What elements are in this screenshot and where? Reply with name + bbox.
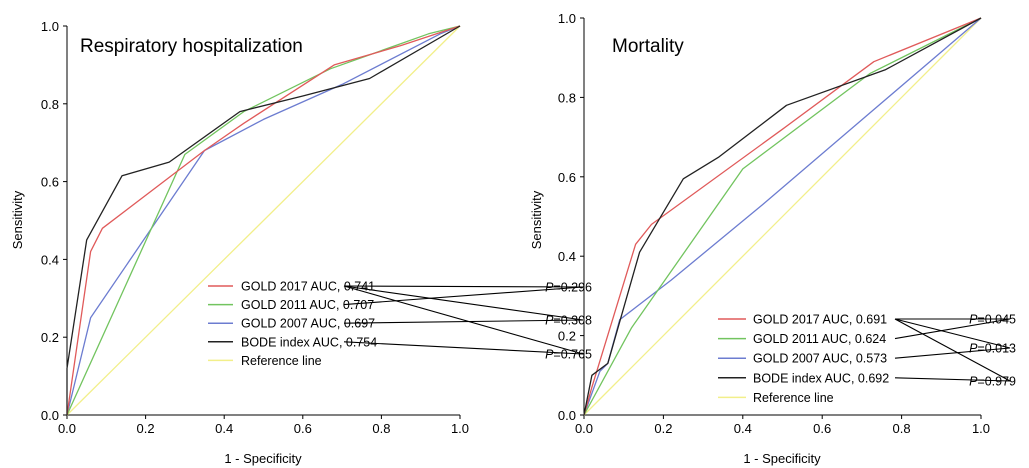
chart1-series-line-2 [66, 25, 461, 416]
chart1-x-axis-title: 1 - Specificity [224, 451, 302, 466]
chart2-series-line-5 [583, 17, 982, 416]
chart2-title: Mortality [612, 36, 684, 57]
chart2-y-tick-label: 0.4 [558, 249, 576, 264]
chart2-legend-label: GOLD 2007 AUC, 0.573 [753, 352, 887, 366]
chart1-p-connector [343, 285, 584, 288]
chart2-x-axis-title: 1 - Specificity [743, 451, 821, 466]
chart2-y-tick-label: 0.8 [558, 90, 576, 105]
chart1-p-connector [343, 319, 584, 324]
chart2-p-value-label: P=0.045 [969, 313, 1016, 327]
chart1-y-tick-label: 0.2 [41, 330, 59, 345]
chart1-x-tick-label: 0.6 [294, 421, 312, 436]
chart1-series-line-5 [66, 25, 461, 416]
chart1-p-value-label: P=0.296 [545, 281, 592, 295]
chart2-y-tick-label: 1.0 [558, 11, 576, 26]
chart2-p-connector [894, 318, 1011, 349]
chart2-x-tick-label: 0.6 [813, 421, 831, 436]
chart2-legend-label: BODE index AUC, 0.692 [753, 371, 889, 385]
chart1-y-tick-label: 0.6 [41, 175, 59, 190]
chart1-p-connector [343, 286, 584, 306]
chart2-y-axis-title: Sensitivity [529, 190, 544, 249]
chart1-y-axis-title: Sensitivity [10, 190, 25, 249]
chart1-p-value-label: P=0.765 [545, 348, 592, 362]
chart2-p-value-label: P=0.979 [969, 375, 1016, 389]
chart2-p-connector [894, 318, 1011, 340]
chart1-p-connector [343, 285, 584, 321]
chart1-series-line-3 [66, 25, 461, 416]
chart1-x-tick-label: 1.0 [451, 421, 469, 436]
chart1-y-tick-label: 0.0 [41, 408, 59, 423]
chart2-y-tick-label: 0.6 [558, 170, 576, 185]
chart2-series-line-4 [583, 17, 982, 416]
chart2-legend-label: Reference line [753, 391, 834, 405]
chart2-x-tick-label: 1.0 [972, 421, 990, 436]
chart1-y-tick-label: 1.0 [41, 19, 59, 34]
chart1-legend-label: BODE index AUC, 0.754 [241, 335, 377, 349]
chart1-legend-label: GOLD 2007 AUC, 0.697 [241, 317, 375, 331]
chart1-y-tick-label: 0.8 [41, 97, 59, 112]
chart2-x-tick-label: 0.8 [893, 421, 911, 436]
chart2-x-tick-label: 0.0 [575, 421, 593, 436]
chart2-p-connector [894, 377, 1011, 382]
chart1-title: Respiratory hospitalization [80, 36, 303, 57]
chart2-p-connector [894, 347, 1011, 359]
chart1-p-connector [343, 341, 584, 355]
chart2-legend-label: GOLD 2011 AUC, 0.624 [753, 332, 886, 346]
chart1-legend-label: GOLD 2017 AUC, 0.741 [241, 280, 375, 294]
chart1-x-tick-label: 0.0 [58, 421, 76, 436]
chart2-p-value-label: P=0.013 [969, 342, 1016, 356]
chart1-p-connector [343, 285, 584, 355]
chart1-series-line-4 [66, 25, 461, 415]
chart2-series-line-1 [583, 17, 982, 416]
chart1-legend-label: Reference line [241, 354, 322, 368]
chart2-series-line-2 [583, 17, 982, 416]
chart2-p-connector [894, 318, 1011, 382]
chart2-x-tick-label: 0.4 [734, 421, 752, 436]
chart2-y-tick-label: 0.0 [558, 408, 576, 423]
chart1-x-tick-label: 0.4 [215, 421, 233, 436]
chart1-series-line-1 [66, 25, 461, 416]
chart2-y-tick-label: 0.2 [558, 329, 576, 344]
chart1-x-tick-label: 0.2 [137, 421, 155, 436]
chart2-x-tick-label: 0.2 [654, 421, 672, 436]
chart1-p-value-label: P=0.308 [545, 314, 592, 328]
chart1-legend-label: GOLD 2011 AUC, 0.707 [241, 298, 374, 312]
chart1-y-tick-label: 0.4 [41, 252, 59, 267]
chart1-x-tick-label: 0.8 [372, 421, 390, 436]
chart2-legend-label: GOLD 2017 AUC, 0.691 [753, 313, 887, 327]
